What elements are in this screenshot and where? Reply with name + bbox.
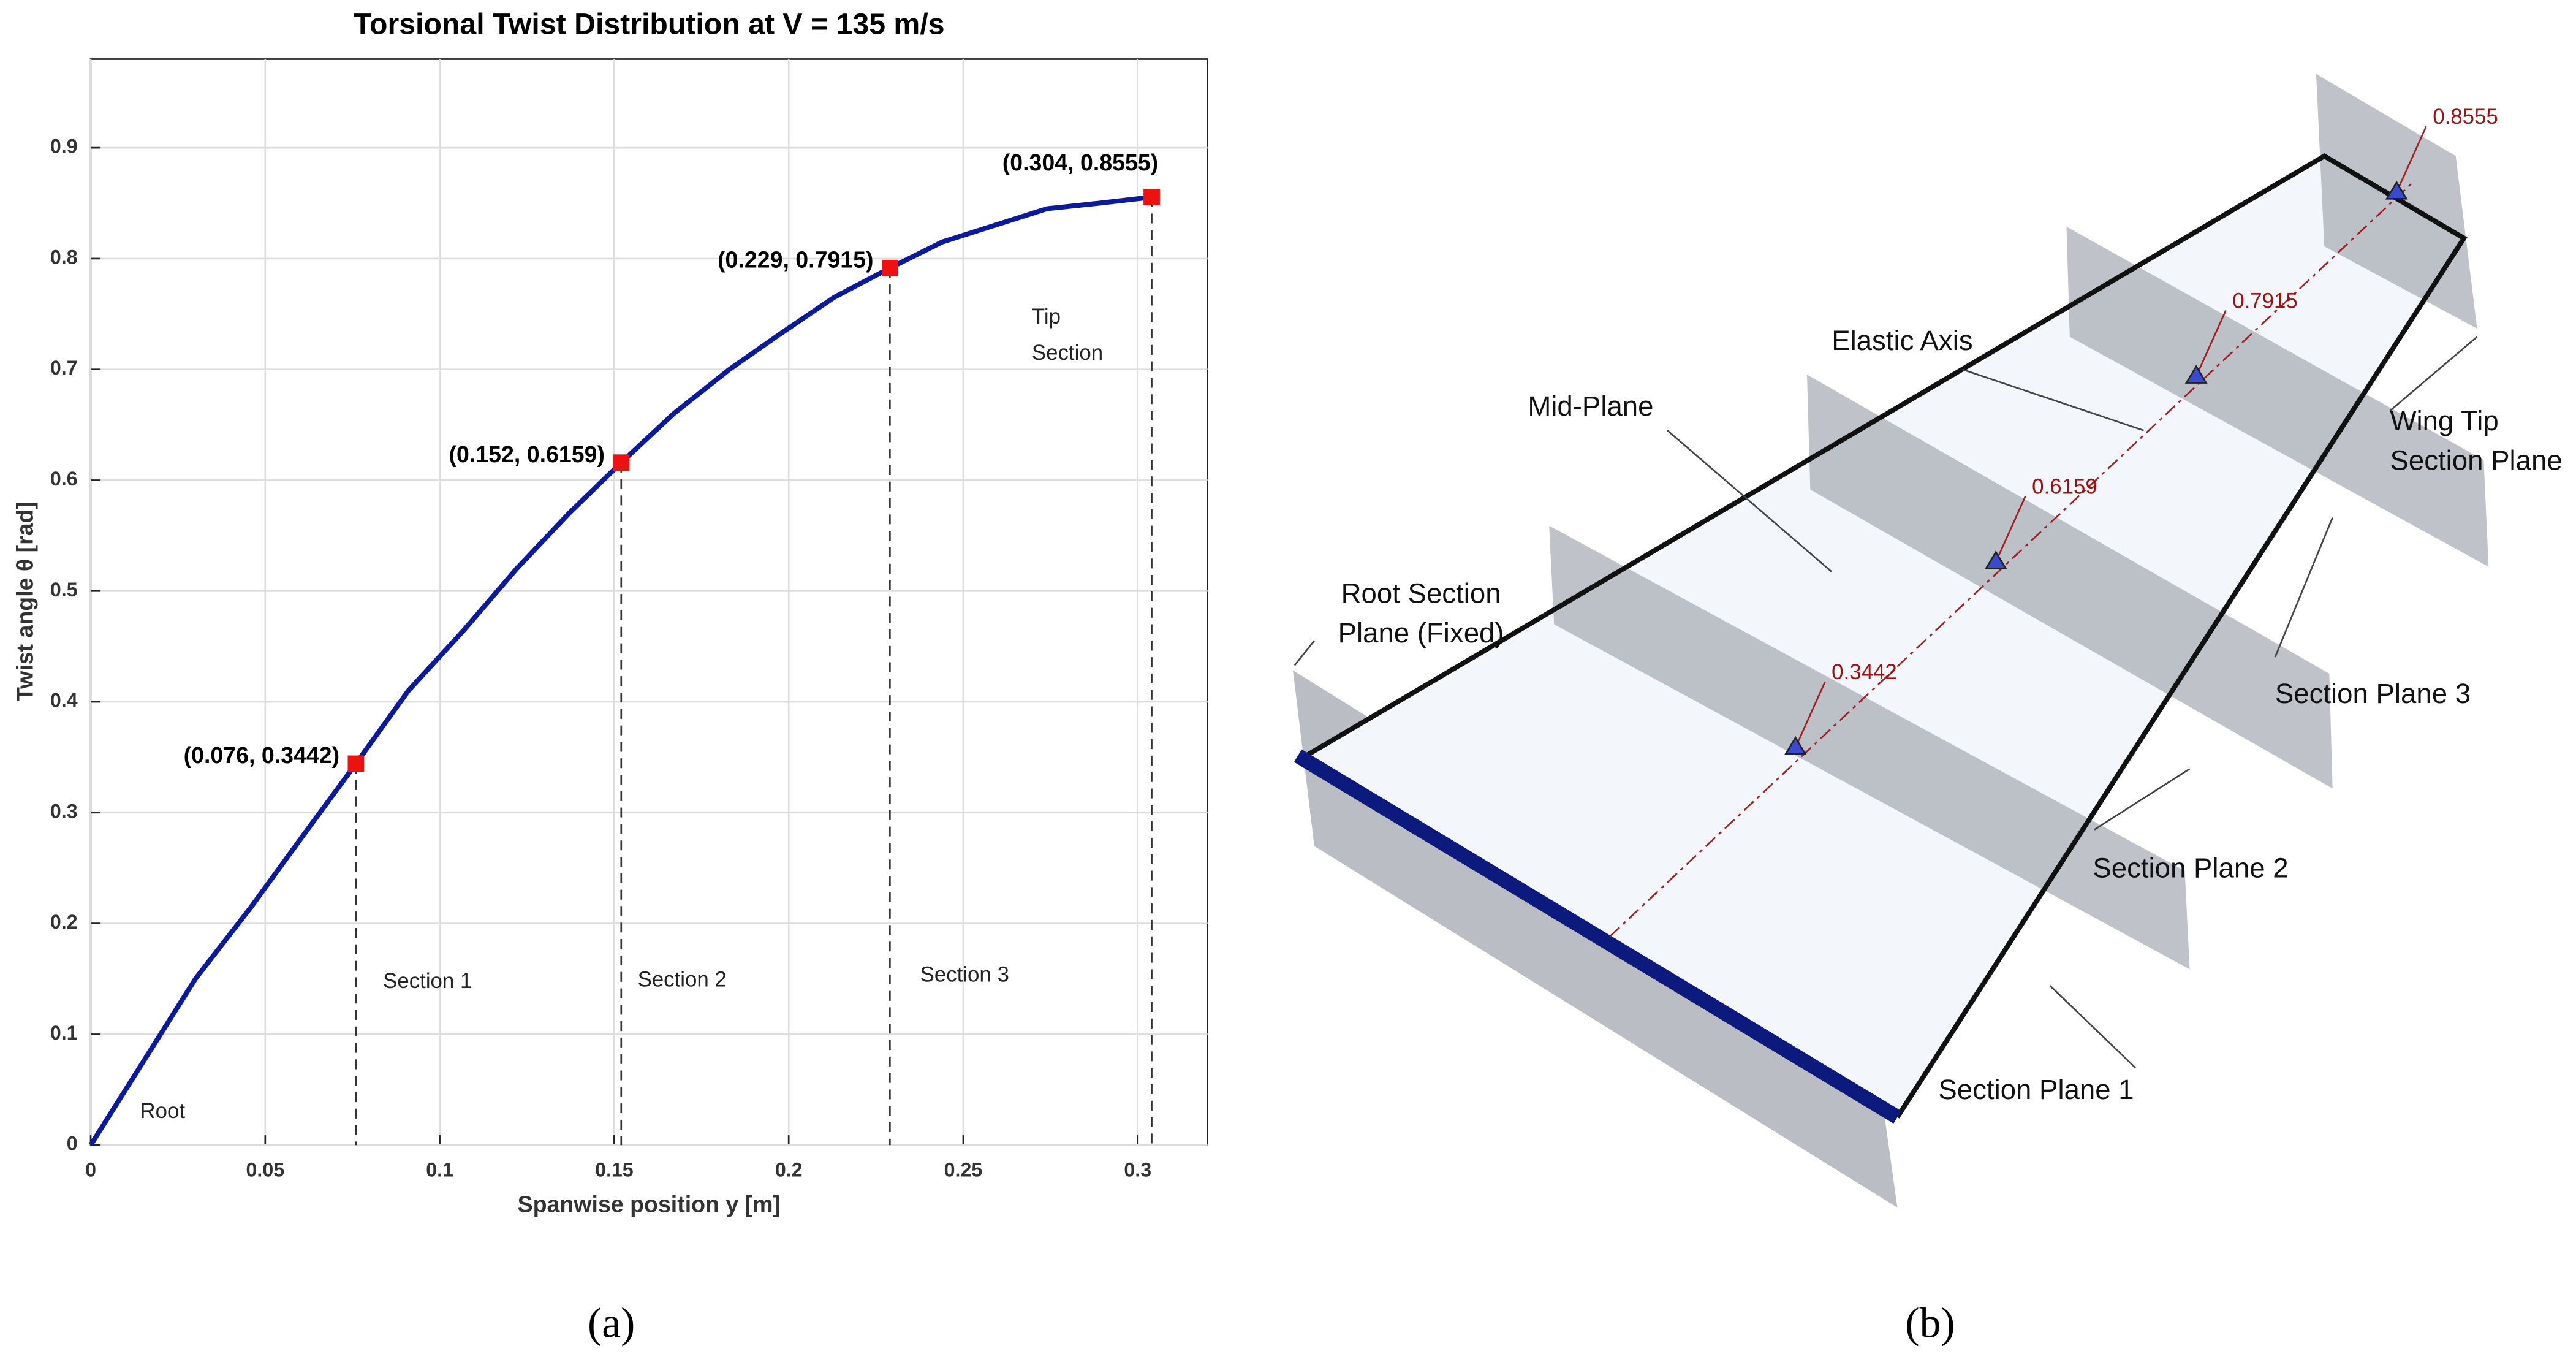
twist-leader — [1995, 495, 2026, 563]
y-tick-label: 0.1 — [50, 1022, 78, 1044]
data-label: (0.076, 0.3442) — [184, 742, 339, 768]
x-tick-label: 0.25 — [944, 1159, 983, 1181]
root-fixed-edge — [1294, 749, 1901, 1124]
y-tick-label: 0.5 — [50, 579, 78, 601]
callout: Mid-Plane — [1528, 390, 1654, 422]
twist-label: 0.6159 — [2032, 474, 2097, 498]
panel-caption: (a) — [588, 1300, 635, 1347]
callout: Wing Tip Section Plane — [2390, 406, 2563, 477]
node-marker — [2385, 180, 2408, 200]
y-tick-label: 0.2 — [50, 911, 78, 933]
section-plane-3 — [2066, 226, 2489, 567]
arrow — [1667, 430, 1833, 572]
callout-text: Section Plane 2 — [2093, 853, 2289, 884]
callout: Section Plane 3 — [2275, 678, 2471, 710]
twist-label: 0.3442 — [1832, 660, 1897, 684]
y-tick-label: 0.6 — [50, 468, 78, 490]
twist-label: 0.8555 — [2433, 105, 2498, 129]
x-tick-label: 0.2 — [775, 1159, 803, 1181]
mid-plane — [1306, 156, 2464, 1117]
callout-text: Section Plane 3 — [2275, 678, 2471, 710]
section-plane-2 — [1806, 375, 2333, 789]
x-tick-label: 0 — [85, 1159, 96, 1181]
callout: Section Plane 1 — [1938, 1074, 2134, 1106]
section-plane-1 — [1549, 525, 2190, 970]
panel-caption: (b) — [1905, 1300, 1955, 1347]
annotation: Section 2 — [638, 967, 727, 991]
y-tick-label: 0.7 — [50, 357, 78, 379]
twist-label: 0.7915 — [2232, 289, 2298, 313]
callout-text: Section Plane 1 — [1938, 1074, 2134, 1106]
plot-area — [89, 58, 1209, 1146]
arrow — [2389, 336, 2478, 412]
callout: Section Plane 2 — [2093, 853, 2289, 884]
arrow — [2274, 517, 2333, 658]
marker — [881, 259, 898, 276]
x-tick-label: 0.1 — [426, 1159, 453, 1181]
node-marker — [1984, 550, 2007, 569]
x-tick-label: 0.3 — [1124, 1159, 1151, 1181]
x-tick-label: 0.05 — [246, 1159, 285, 1181]
x-axis-label: Spanwise position y [m] — [518, 1191, 781, 1217]
twist-leader — [1795, 681, 1826, 748]
arrow — [1963, 368, 2144, 432]
node-marker — [2184, 365, 2208, 384]
arrow — [2049, 985, 2136, 1069]
data-label: (0.304, 0.8555) — [1002, 150, 1158, 175]
callout-text: Mid-Plane — [1528, 390, 1654, 422]
twist-leader — [2195, 310, 2227, 377]
twist-leader — [2396, 126, 2427, 193]
callout-text: Elastic Axis — [1832, 325, 1973, 357]
y-tick-label: 0.9 — [50, 135, 78, 158]
callout-text: Wing Tip Section Plane — [2390, 406, 2563, 477]
annotation: Section 1 — [383, 969, 472, 993]
y-tick-label: 0.3 — [50, 800, 78, 822]
annotation: Tip Section — [1031, 303, 1104, 365]
arrow — [2094, 768, 2191, 831]
annotation-text: Tip Section — [1031, 303, 1104, 365]
marker — [1143, 189, 1160, 205]
node-marker — [1784, 736, 1807, 755]
callout: Elastic Axis — [1832, 325, 1973, 357]
wing-diagram — [1293, 74, 2489, 1208]
data-label: (0.229, 0.7915) — [718, 246, 873, 272]
marker — [347, 755, 365, 772]
x-tick-label: 0.15 — [595, 1159, 634, 1181]
callout-text: Root Section Plane (Fixed) — [1338, 578, 1504, 649]
annotation: Root — [140, 1099, 185, 1123]
arrow — [1294, 640, 1315, 666]
callout: Root Section Plane (Fixed) — [1338, 578, 1504, 649]
chart-title: Torsional Twist Distribution at V = 135 … — [354, 8, 944, 41]
annotation: Section 3 — [920, 962, 1009, 986]
y-tick-label: 0.8 — [50, 246, 78, 268]
data-label: (0.152, 0.6159) — [449, 441, 605, 467]
elastic-axis — [1609, 180, 2415, 937]
y-tick-label: 0.4 — [50, 690, 78, 712]
y-axis-label: Twist angle θ [rad] — [12, 501, 37, 701]
marker — [613, 454, 630, 471]
y-tick-label: 0 — [67, 1133, 78, 1155]
